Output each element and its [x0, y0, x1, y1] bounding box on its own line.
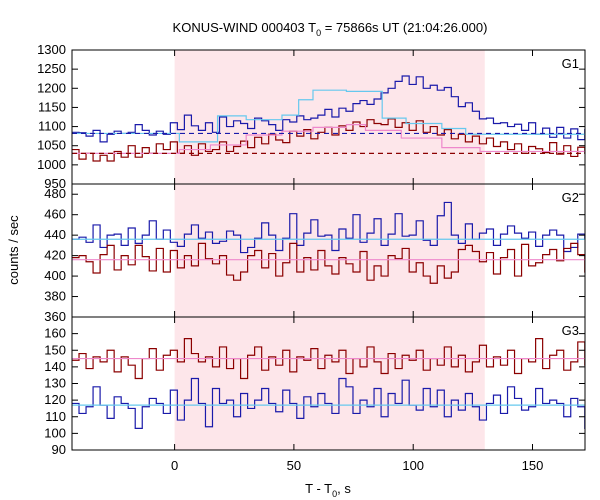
y-tick-label: 1050: [37, 138, 66, 153]
y-tick-label: 90: [52, 442, 66, 457]
y-tick-label: 1300: [37, 42, 66, 57]
y-axis-label: counts / sec: [6, 215, 21, 285]
y-tick-label: 1150: [38, 99, 66, 114]
y-tick-label: 120: [44, 392, 66, 407]
y-tick-label: 950: [44, 176, 66, 191]
y-tick-label: 1100: [38, 119, 66, 134]
y-tick-label: 110: [45, 409, 66, 424]
panel-label: G3: [562, 323, 579, 338]
y-tick-label: 380: [44, 289, 66, 304]
y-tick-label: 360: [44, 309, 66, 324]
y-tick-label: 480: [44, 186, 66, 201]
series-lightblue-line: [72, 89, 585, 143]
x-axis-label: T - T0, s: [305, 481, 351, 499]
y-tick-label: 1250: [37, 61, 66, 76]
y-tick-label: 130: [44, 376, 66, 391]
x-tick-label: 150: [522, 458, 544, 473]
x-tick-label: 0: [171, 458, 178, 473]
series-pink-line: [72, 124, 585, 154]
x-tick-label: 50: [287, 458, 301, 473]
y-tick-label: 150: [44, 342, 66, 357]
panel-label: G2: [562, 190, 579, 205]
x-tick-label: 100: [402, 458, 424, 473]
y-tick-label: 460: [44, 207, 66, 222]
y-tick-label: 400: [44, 268, 66, 283]
shaded-interval: [174, 184, 485, 317]
panel-label: G1: [562, 56, 579, 71]
shaded-interval: [174, 317, 485, 450]
chart-title: KONUS-WIND 000403 T0 = 75866s UT (21:04:…: [173, 20, 488, 38]
panels-group: 9501000105011001150120012501300G13603804…: [37, 42, 586, 473]
y-tick-label: 100: [44, 425, 66, 440]
y-tick-label: 440: [44, 227, 66, 242]
y-tick-label: 160: [44, 326, 66, 341]
y-tick-label: 140: [44, 359, 66, 374]
y-tick-label: 420: [44, 248, 66, 263]
y-tick-label: 1200: [37, 80, 66, 95]
y-tick-label: 1000: [37, 157, 66, 172]
